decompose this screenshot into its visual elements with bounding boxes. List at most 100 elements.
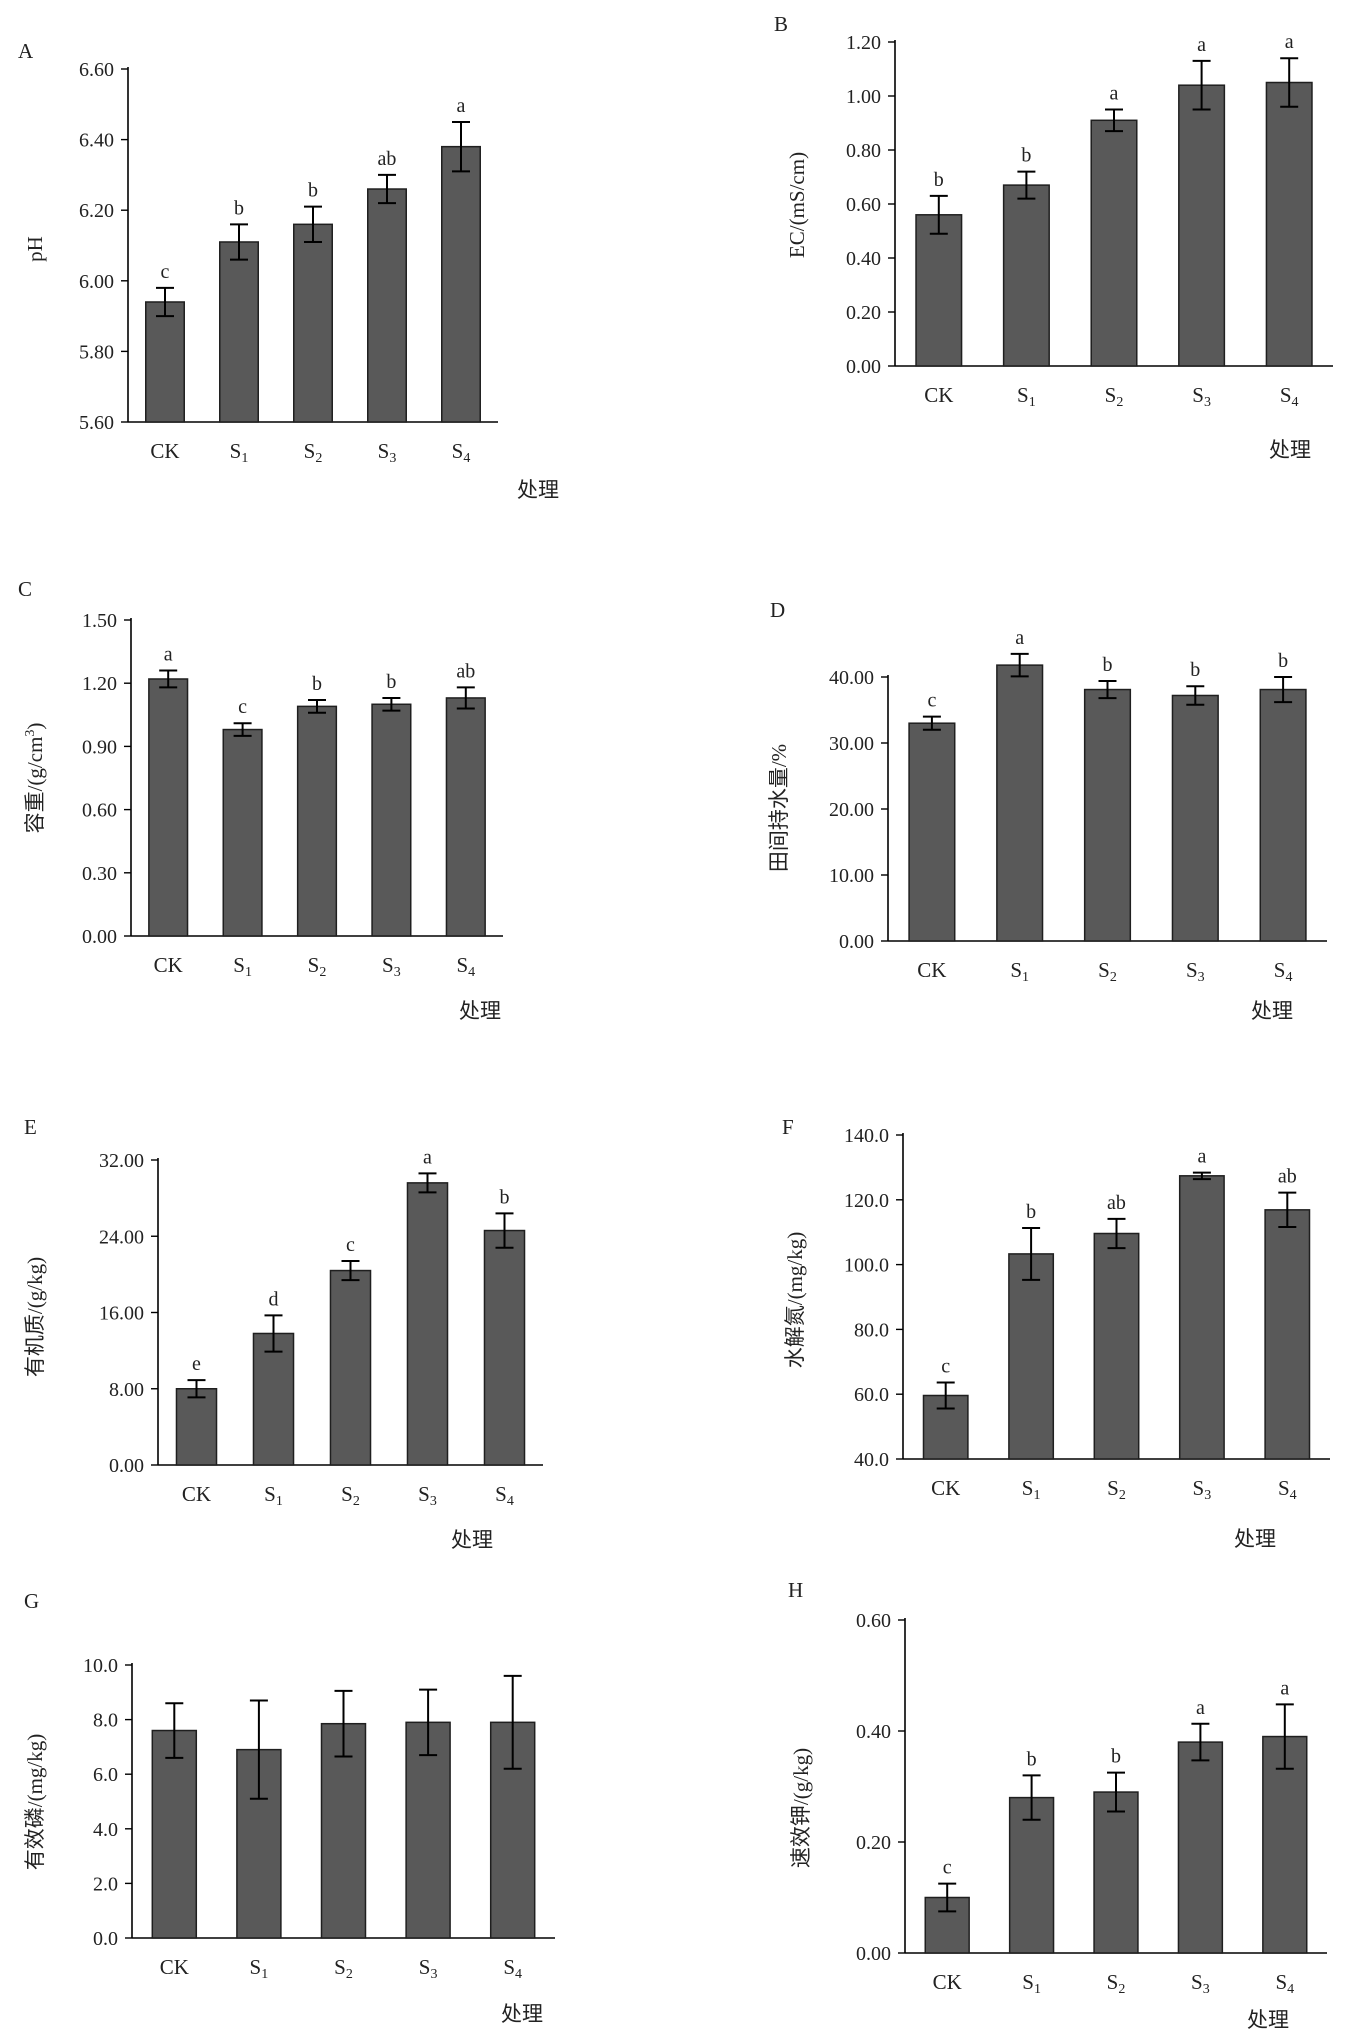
x-tick-label: CK <box>917 958 946 982</box>
x-axis-title: 处理 <box>1251 999 1293 1023</box>
y-tick-label: 40.00 <box>829 667 874 689</box>
x-tick-label: S4 <box>503 1955 522 1982</box>
x-tick-label: S4 <box>456 953 475 980</box>
bar <box>320 1722 367 1939</box>
x-tick-label: S2 <box>1098 958 1117 985</box>
significance-label: d <box>269 1288 279 1310</box>
chart-panel-g: G 0.0 2.0 4.0 6.0 8.0 10.0 CK S1 S2 S3 S4 有效磷/(mg/kg… <box>23 1589 555 2026</box>
significance-label: c <box>346 1234 355 1256</box>
bar <box>252 1332 295 1466</box>
bar <box>1177 1741 1224 1954</box>
significance-label: a <box>164 644 173 666</box>
bar <box>1008 1253 1055 1460</box>
x-tick-label: S2 <box>341 1482 360 1509</box>
x-tick-label: S1 <box>1022 1970 1041 1997</box>
y-tick-label: 0.40 <box>856 1721 891 1743</box>
significance-label: c <box>238 696 247 718</box>
significance-label: ab <box>456 660 475 682</box>
x-tick-label: CK <box>150 439 179 463</box>
y-axis-title: EC/(mS/cm) <box>785 152 809 258</box>
bar <box>222 728 263 937</box>
significance-label: c <box>927 690 936 712</box>
bar <box>1008 1796 1055 1954</box>
bar <box>1262 1735 1308 1954</box>
chart-panel-b: B 0.00 0.20 0.40 0.60 0.80 1.00 1.20 b CK b S1 a S2 a S… <box>774 12 1333 462</box>
x-tick-label: S1 <box>250 1955 269 1982</box>
bar <box>145 301 185 423</box>
significance-label: c <box>161 261 170 283</box>
y-axis-title: 有机质/(g/kg) <box>23 1257 47 1377</box>
significance-label: b <box>1103 654 1113 676</box>
x-axis-title: 处理 <box>451 1528 493 1552</box>
significance-label: a <box>423 1146 432 1168</box>
x-axis-title: 处理 <box>1247 2008 1289 2032</box>
x-tick-label: S3 <box>1193 1476 1212 1503</box>
bar <box>371 703 412 937</box>
significance-label: c <box>941 1356 950 1378</box>
y-tick-label: 1.00 <box>846 86 881 108</box>
bar <box>445 697 486 937</box>
bar <box>148 678 189 937</box>
x-tick-label: S4 <box>495 1482 514 1509</box>
y-tick-label: 0.80 <box>846 140 881 162</box>
y-tick-label: 16.00 <box>99 1303 144 1325</box>
y-tick-label: 6.00 <box>79 271 114 293</box>
y-tick-label: 24.00 <box>99 1226 144 1248</box>
x-tick-label: S2 <box>334 1955 353 1982</box>
bar <box>915 214 963 367</box>
significance-label: b <box>1190 659 1200 681</box>
x-tick-label: S4 <box>1280 383 1299 410</box>
x-tick-label: S3 <box>378 439 397 466</box>
significance-label: a <box>1197 34 1206 56</box>
bar <box>1265 81 1313 367</box>
bar <box>908 722 956 942</box>
bar <box>1178 1175 1225 1460</box>
x-tick-label: CK <box>931 1476 960 1500</box>
y-tick-label: 10.0 <box>83 1655 118 1677</box>
bar <box>483 1229 526 1466</box>
x-tick-label: S2 <box>304 439 323 466</box>
y-tick-label: 0.00 <box>82 926 117 948</box>
x-tick-label: S1 <box>230 439 249 466</box>
y-tick-label: 100.0 <box>844 1255 889 1277</box>
x-tick-label: S1 <box>264 1482 283 1509</box>
bar <box>1093 1791 1139 1954</box>
panel-letter: A <box>18 39 34 63</box>
chart-panel-a: A 5.60 5.80 6.00 6.20 6.40 6.60 c CK b S1 b S2 ab S3 a S… <box>18 39 559 502</box>
significance-label: a <box>1196 1697 1205 1719</box>
y-tick-label: 0.0 <box>93 1928 118 1950</box>
x-axis-title: 处理 <box>459 999 501 1023</box>
bar <box>1090 119 1138 367</box>
x-tick-label: S3 <box>419 1955 438 1982</box>
significance-label: b <box>386 671 396 693</box>
y-tick-label: 40.0 <box>854 1449 889 1471</box>
x-tick-label: S2 <box>1105 383 1124 410</box>
significance-label: a <box>1285 31 1294 53</box>
bar <box>1093 1232 1140 1460</box>
bar <box>924 1896 970 1954</box>
bar <box>1083 688 1132 942</box>
bar <box>406 1182 449 1466</box>
y-tick-label: 0.60 <box>856 1610 891 1632</box>
bar <box>1259 688 1307 942</box>
y-tick-label: 5.60 <box>79 412 114 434</box>
x-tick-label: CK <box>924 383 953 407</box>
y-tick-label: 8.00 <box>109 1379 144 1401</box>
y-tick-label: 0.20 <box>856 1832 891 1854</box>
y-tick-label: 80.0 <box>854 1319 889 1341</box>
y-tick-label: 6.20 <box>79 200 114 222</box>
y-tick-label: 0.20 <box>846 302 881 324</box>
x-axis-title: 处理 <box>517 478 559 502</box>
panel-letter: G <box>24 1589 39 1613</box>
significance-label: b <box>1027 1748 1037 1770</box>
y-tick-label: 4.0 <box>93 1819 118 1841</box>
x-tick-label: S3 <box>382 953 401 980</box>
chart-panel-h: H 0.00 0.20 0.40 0.60 c CK b S1 b S2 a S3 a S4 速效钾/(g/k… <box>788 1578 1327 2032</box>
y-axis-title: 有效磷/(mg/kg) <box>23 1734 47 1871</box>
x-axis-title: 处理 <box>1234 1527 1276 1551</box>
x-tick-label: S3 <box>1186 958 1205 985</box>
significance-label: b <box>934 169 944 191</box>
x-tick-label: S2 <box>308 953 327 980</box>
significance-label: a <box>1110 83 1119 105</box>
